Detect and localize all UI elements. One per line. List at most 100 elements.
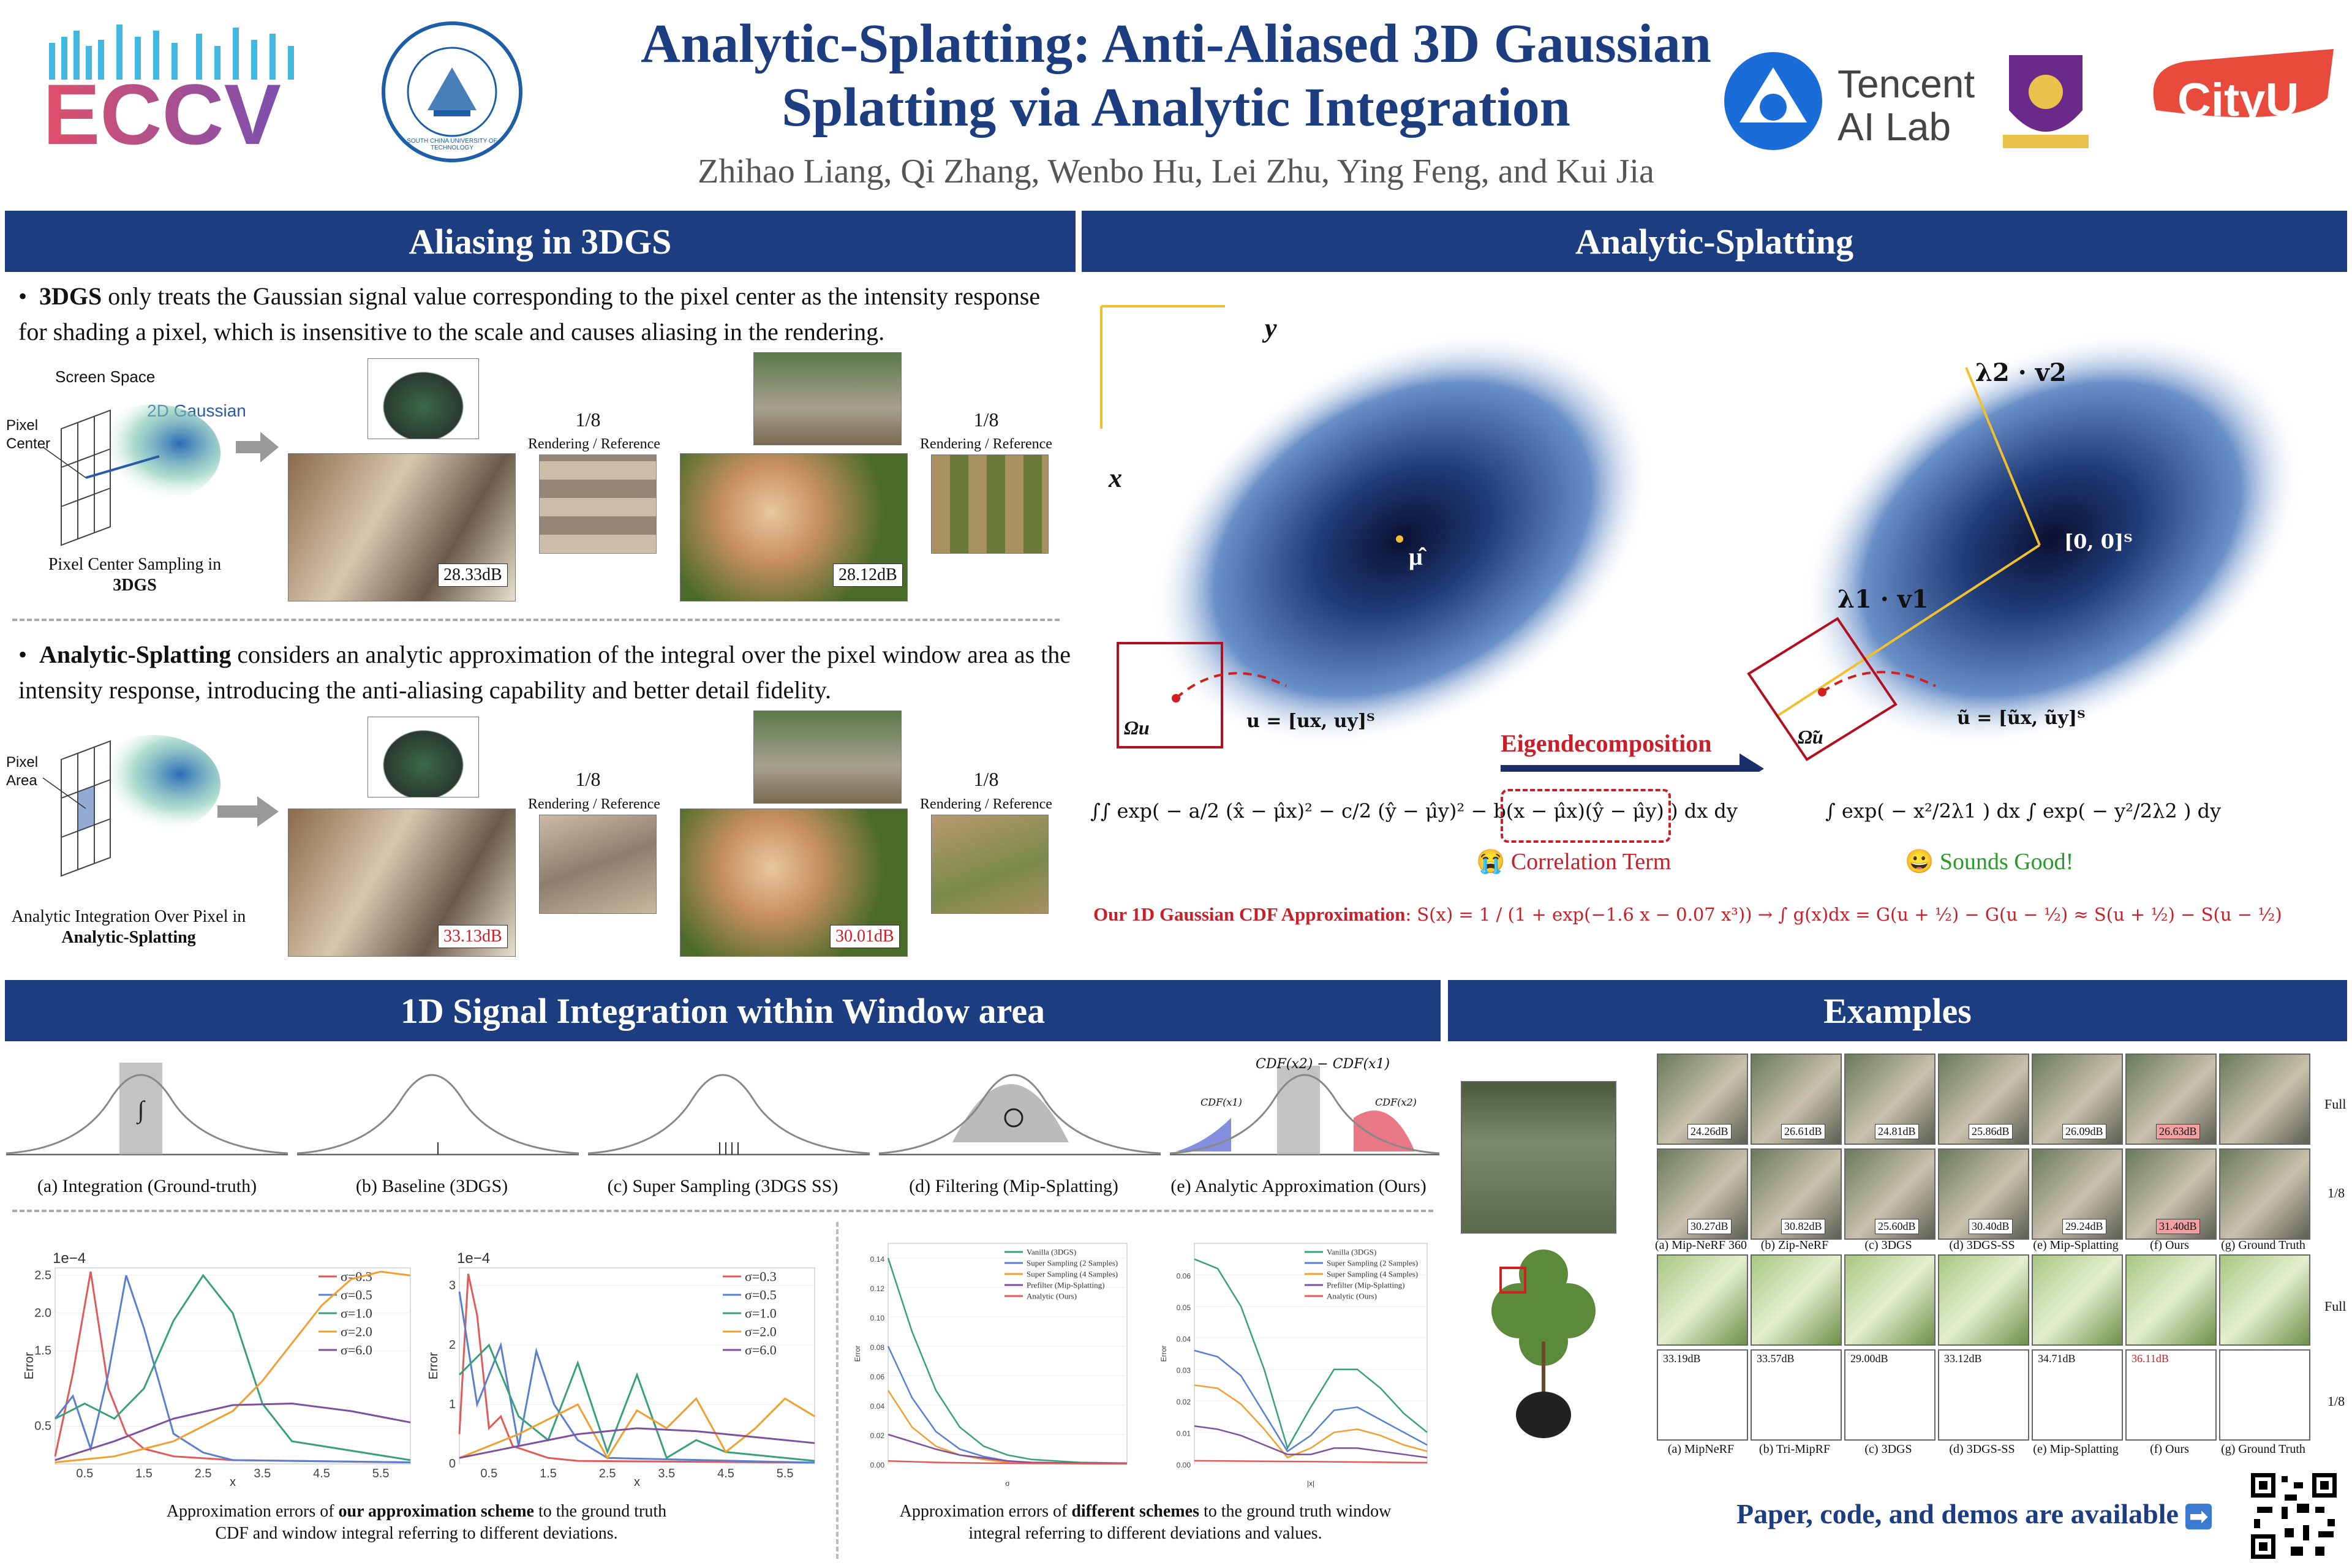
exlbl-bike: (g) Ground Truth (2221, 1238, 2305, 1252)
caption-schemes-errors: Approximation errors of different scheme… (858, 1501, 1433, 1545)
x-tick-label: 1.5 (540, 1467, 557, 1480)
y-tick-label: 0.04 (870, 1402, 885, 1411)
y-tick-label: 3 (449, 1279, 456, 1292)
axis-x-label: x (1109, 463, 1122, 493)
pixel-area-label: Pixel Area (6, 754, 39, 789)
row-label-eighth-2: 1/8 (2328, 1393, 2345, 1409)
axis-y-label: y (1265, 313, 1277, 343)
divider-vertical (836, 1222, 839, 1559)
legend-label: Super Sampling (4 Samples) (1327, 1269, 1418, 1278)
plant-full-result (2032, 1254, 2123, 1346)
psnr-badge: 26.09dB (2062, 1124, 2106, 1139)
ship-smooth-patch (539, 815, 657, 914)
cdf-approximation: Our 1D Gaussian CDF Approximation: S(x) … (1093, 903, 2282, 925)
caption-integration: (a) Integration (Ground-truth) (37, 1176, 257, 1196)
x-tick-label: 5.5 (777, 1467, 794, 1480)
y-tick-label: 0.06 (1177, 1272, 1191, 1280)
caption-own-bold: our approximation scheme (338, 1502, 534, 1521)
y-tick-label: 0.01 (1177, 1430, 1191, 1438)
x-tick-label: 0.5 (480, 1467, 497, 1480)
bullet-3dgs-text: only treats the Gaussian signal value co… (18, 282, 1041, 345)
y-tick-label: 2.5 (34, 1268, 51, 1282)
legend-label: σ=2.0 (341, 1324, 372, 1339)
series-line (55, 1270, 411, 1464)
lambda1-label: λ1 · v1 (1838, 585, 1929, 614)
psnr-badge: 34.71dB (2038, 1352, 2076, 1365)
cityu-text: CityU (2177, 74, 2299, 126)
plot-area (55, 1267, 411, 1464)
screen-space-label: Screen Space (55, 368, 156, 386)
exlbl-bike: (f) Ours (2150, 1238, 2189, 1252)
psnr-ship-3dgs: 28.33dB (438, 564, 508, 587)
plant-scene-image (1488, 1237, 1599, 1439)
plant-full-result (1751, 1254, 1842, 1346)
qr-code-icon[interactable] (2248, 1470, 2340, 1562)
bullet-3dgs: • 3DGS only treats the Gaussian signal v… (18, 279, 1072, 350)
series-line (55, 1273, 411, 1461)
x-axis-label: x (230, 1476, 236, 1488)
equation-right: ∫ exp( − x²/2λ1 ) dx ∫ exp( − y²/2λ2 ) d… (1825, 799, 2222, 823)
row-label-eighth-1: 1/8 (2328, 1185, 2345, 1200)
legend-label: σ=0.5 (341, 1287, 372, 1302)
caption-pixel-center-line2: 3DGS (113, 576, 157, 595)
section-header-analytic: Analytic-Splatting (1082, 211, 2347, 272)
arrow-right-emoji-icon: ➡ (2185, 1504, 2212, 1530)
error-chart-schemes-x: 0.00 0.01 0.02 0.03 0.04 0.05 0.06 |x| Error Vani… (1159, 1243, 1428, 1488)
plant-full-result (1657, 1254, 1748, 1346)
bicycle-full-result (1938, 1054, 2029, 1145)
y-axis-label: Error (429, 1352, 440, 1379)
plot-area (888, 1243, 1128, 1464)
x-axis-label: σ (1005, 1479, 1010, 1488)
x-tick-label: 3.5 (254, 1467, 271, 1480)
series-line (888, 1460, 1128, 1465)
series-line (458, 1343, 815, 1462)
psnr-badge: 26.63dB (2156, 1124, 2200, 1139)
eigendecomposition-label: Eigendecomposition (1501, 729, 1712, 757)
caption-pixel-area: Analytic Integration Over Pixel in Analy… (0, 907, 257, 948)
legend-label: Super Sampling (4 Samples) (1027, 1269, 1118, 1278)
section-header-signal: 1D Signal Integration within Window area (5, 980, 1441, 1041)
render-ref-garden-analytic: Rendering / Reference (920, 796, 1052, 812)
psnr-badge: 33.12dB (1944, 1352, 1982, 1365)
caption-schemes-bold: different schemes (1071, 1502, 1199, 1521)
sounds-good-label: 😀 Sounds Good! (1905, 849, 2074, 875)
plant-eighth-result (2125, 1349, 2217, 1441)
author-list: Zhihao Liang, Qi Zhang, Wenbo Hu, Lei Zh… (698, 153, 1654, 190)
cdf-diff-label: CDF(x2) − CDF(x1) (1256, 1057, 1390, 1072)
legend-label: Prefilter (Mip-Splatting) (1327, 1280, 1404, 1289)
row-label-full-1: Full (2324, 1096, 2346, 1112)
plant-eighth-result (2032, 1349, 2123, 1441)
bullet-mark-2: • (18, 641, 40, 668)
legend-label: σ=1.0 (341, 1305, 372, 1321)
caption-own-scheme-errors-line2: CDF and window integral referring to dif… (215, 1524, 618, 1543)
y-tick-label: 0.12 (870, 1284, 885, 1293)
legend-label: Vanilla (3DGS) (1027, 1247, 1076, 1256)
legend-label: σ=6.0 (341, 1342, 372, 1357)
exlbl-plant: (d) 3DGS-SS (1949, 1442, 2015, 1456)
tencent-ai-lab-logo: Tencent AI Lab (1721, 49, 1991, 153)
series-line (459, 1396, 815, 1460)
series-line (1194, 1349, 1428, 1453)
psnr-badge: 24.81dB (1875, 1124, 1919, 1139)
psnr-badge: 31.40dB (2156, 1219, 2200, 1234)
lambda2-label: λ2 · v2 (1975, 358, 2067, 387)
error-chart-own-scheme-window: 1e−4 0 1 2 3 0.5 1.5 2.5 3.5 4.5 5.5 x Error σ=0.3 σ=0… (429, 1250, 815, 1488)
caption-pixel-center: Pixel Center Sampling in 3DGS (24, 554, 245, 596)
svg-text:∫: ∫ (136, 1096, 146, 1125)
psnr-badge: 26.61dB (1781, 1124, 1825, 1139)
y-tick-label: 0.00 (870, 1461, 885, 1469)
psnr-garden-3dgs: 28.12dB (833, 564, 903, 587)
plant-full-result (1938, 1254, 2029, 1346)
exlbl-plant: (c) 3DGS (1864, 1442, 1912, 1456)
title-line-1: Analytic-Splatting: Anti-Aliased 3D Gaus… (641, 13, 1711, 74)
pixel-area-diagram (37, 723, 221, 894)
bullet-analytic: • Analytic-Splatting considers an analyt… (18, 637, 1072, 708)
exlbl-plant: (b) Tri-MipRF (1758, 1442, 1831, 1456)
gaussian-diagram (1084, 282, 2346, 784)
psnr-badge: 30.82dB (1781, 1219, 1825, 1234)
x-axis-label: x (634, 1476, 640, 1488)
cdf-x2-label: CDF(x2) (1375, 1096, 1417, 1108)
omega-u-tilde-label: Ω̃u (1798, 726, 1823, 748)
psnr-badge: 24.26dB (1687, 1124, 1732, 1139)
garden-scene-thumbnail-2 (753, 710, 902, 804)
